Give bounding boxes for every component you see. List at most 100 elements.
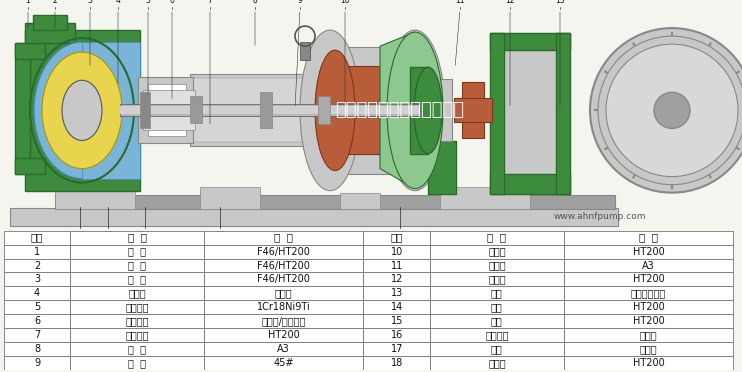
Text: 轴承尾盖: 轴承尾盖 [125,330,149,340]
Text: HT200: HT200 [632,275,664,285]
FancyBboxPatch shape [330,47,420,174]
FancyBboxPatch shape [364,286,430,301]
FancyBboxPatch shape [120,105,420,116]
FancyBboxPatch shape [260,92,272,128]
Text: 名  称: 名 称 [128,232,147,243]
FancyBboxPatch shape [70,301,204,314]
FancyBboxPatch shape [15,157,45,174]
FancyBboxPatch shape [15,43,45,59]
FancyBboxPatch shape [564,245,733,259]
Text: 1Cr18Ni9Ti: 1Cr18Ni9Ti [257,302,311,312]
Text: 12: 12 [505,0,515,5]
Text: 9: 9 [34,358,40,368]
FancyBboxPatch shape [564,342,733,356]
FancyBboxPatch shape [430,356,564,370]
Text: 支架: 支架 [491,316,503,326]
FancyBboxPatch shape [490,174,570,194]
Text: F46/HT200: F46/HT200 [257,260,310,270]
Polygon shape [380,32,415,189]
Text: F46/HT200: F46/HT200 [257,247,310,257]
Ellipse shape [606,44,738,177]
Text: 10: 10 [390,247,403,257]
Text: 9: 9 [298,0,303,5]
Text: 15: 15 [103,231,113,240]
FancyBboxPatch shape [430,259,564,272]
Ellipse shape [34,42,130,179]
FancyBboxPatch shape [364,245,430,259]
FancyBboxPatch shape [4,342,70,356]
Text: 安徽南方化工泵业有限公司: 安徽南方化工泵业有限公司 [335,102,464,119]
Text: A3: A3 [642,260,654,270]
Text: 3: 3 [88,0,93,5]
Text: 底板: 底板 [491,302,503,312]
FancyBboxPatch shape [70,314,204,328]
Text: 12: 12 [390,275,403,285]
FancyBboxPatch shape [364,328,430,342]
Text: 材  质: 材 质 [275,232,293,243]
Text: HT200: HT200 [632,358,664,368]
Text: A3: A3 [278,344,290,354]
FancyBboxPatch shape [190,74,330,147]
FancyBboxPatch shape [556,33,570,194]
Text: HT200: HT200 [632,316,664,326]
Ellipse shape [598,36,742,185]
FancyBboxPatch shape [70,356,204,370]
FancyBboxPatch shape [364,231,430,245]
Ellipse shape [315,50,355,171]
FancyBboxPatch shape [564,231,733,245]
Text: 轴承: 轴承 [491,344,503,354]
FancyBboxPatch shape [204,342,364,356]
Text: 18: 18 [390,358,403,368]
FancyBboxPatch shape [340,193,380,209]
FancyBboxPatch shape [204,356,364,370]
Text: 5: 5 [145,0,151,5]
Text: 14: 14 [75,231,85,240]
FancyBboxPatch shape [564,272,733,286]
FancyBboxPatch shape [70,286,204,301]
Ellipse shape [385,30,445,190]
Polygon shape [25,30,140,190]
FancyBboxPatch shape [430,231,564,245]
Text: HT200: HT200 [632,302,664,312]
FancyBboxPatch shape [204,272,364,286]
Text: www.ahnfpump.com: www.ahnfpump.com [554,212,646,221]
FancyBboxPatch shape [564,259,733,272]
FancyBboxPatch shape [430,272,564,286]
FancyBboxPatch shape [10,208,618,226]
Text: 联轴器: 联轴器 [488,275,505,285]
FancyBboxPatch shape [564,286,733,301]
FancyBboxPatch shape [300,42,310,60]
FancyBboxPatch shape [454,98,492,122]
Text: 14: 14 [390,302,403,312]
FancyBboxPatch shape [364,301,430,314]
Text: 根据参数配置: 根据参数配置 [631,288,666,298]
Text: 11: 11 [390,260,403,270]
FancyBboxPatch shape [15,43,30,174]
FancyBboxPatch shape [70,231,204,245]
Text: 17: 17 [215,231,225,240]
Text: 名  称: 名 称 [487,232,506,243]
Text: 深沟球: 深沟球 [640,344,657,354]
FancyBboxPatch shape [490,33,570,194]
FancyBboxPatch shape [138,77,193,144]
FancyBboxPatch shape [204,328,364,342]
FancyBboxPatch shape [143,90,195,131]
Text: 10: 10 [340,0,349,5]
FancyBboxPatch shape [204,245,364,259]
Text: 泵  体: 泵 体 [128,247,146,257]
FancyBboxPatch shape [4,286,70,301]
Ellipse shape [414,67,442,154]
FancyBboxPatch shape [4,301,70,314]
FancyBboxPatch shape [364,314,430,328]
Text: 45#: 45# [273,358,294,368]
FancyBboxPatch shape [364,356,430,370]
FancyBboxPatch shape [4,328,70,342]
Text: 8: 8 [252,0,257,5]
Ellipse shape [387,32,443,189]
Ellipse shape [300,30,360,190]
Text: 1: 1 [26,0,30,5]
Text: 4: 4 [116,0,120,5]
FancyBboxPatch shape [430,286,564,301]
FancyBboxPatch shape [4,272,70,286]
Text: 6: 6 [34,316,40,326]
